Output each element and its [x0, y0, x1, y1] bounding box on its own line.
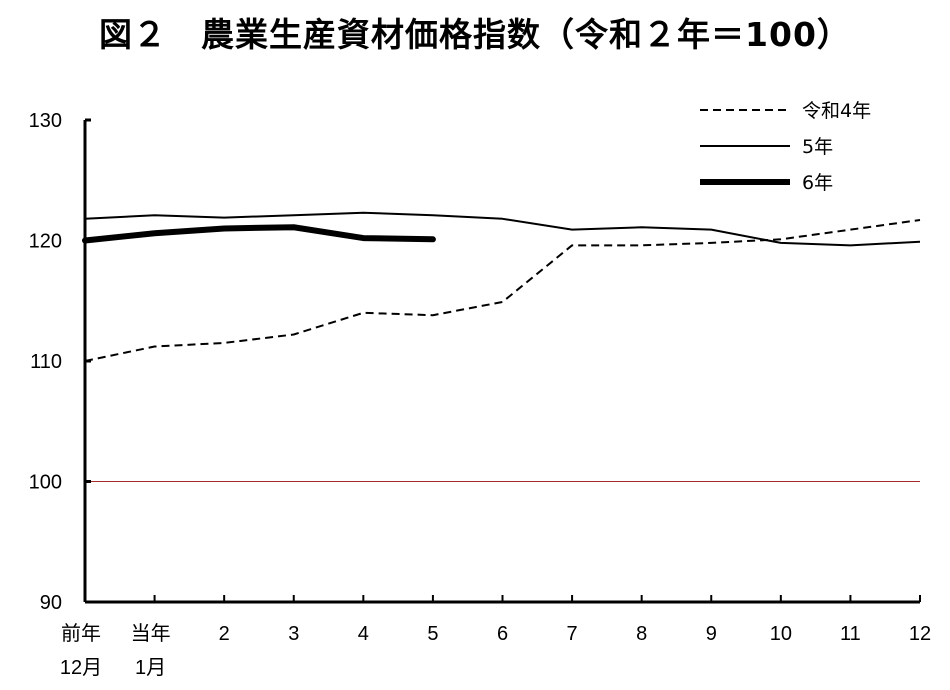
x-tick-labels: 前年 12月 当年 1月 2 3 4 5 6 7 8 9 10 11 12 [60, 622, 931, 679]
x-tick-label-sub: 12月 [60, 657, 102, 679]
x-tick-label: 10 [770, 623, 792, 645]
y-tick-label: 100 [29, 472, 62, 494]
y-tick-label: 120 [29, 231, 62, 253]
chart-title: 図２ 農業生産資材価格指数（令和２年＝100） [99, 15, 851, 54]
series-layer [82, 211, 921, 362]
legend-label-2: 5年 [802, 136, 833, 158]
x-tick-label: 11 [840, 623, 861, 645]
x-tick-label: 6 [497, 623, 508, 645]
y-tick-labels: 90 100 110 120 130 [29, 110, 62, 614]
legend: 令和4年 5年 6年 [700, 100, 871, 194]
axes-layer [83, 118, 921, 604]
series-line-3 [82, 224, 436, 244]
x-tick-label: 当年 [131, 622, 171, 645]
x-tick-label-sub: 1月 [135, 657, 166, 679]
x-tick-label: 3 [288, 623, 299, 645]
x-tick-label: 8 [636, 623, 647, 645]
y-tick-label: 90 [40, 592, 62, 614]
y-tick-label: 110 [30, 351, 62, 373]
y-tick-label: 130 [29, 110, 62, 132]
series-line-2 [84, 211, 921, 247]
x-tick-label: 7 [567, 623, 578, 645]
legend-label-3: 6年 [802, 172, 833, 194]
x-tick-label: 2 [219, 623, 230, 645]
x-tick-label: 4 [358, 623, 369, 645]
x-tick-label: 前年 [61, 622, 101, 645]
x-tick-label: 5 [427, 623, 438, 645]
x-tick-label: 12 [909, 623, 931, 645]
series-line-1 [84, 219, 921, 362]
x-tick-label: 9 [706, 623, 717, 645]
legend-label-1: 令和4年 [802, 100, 871, 122]
